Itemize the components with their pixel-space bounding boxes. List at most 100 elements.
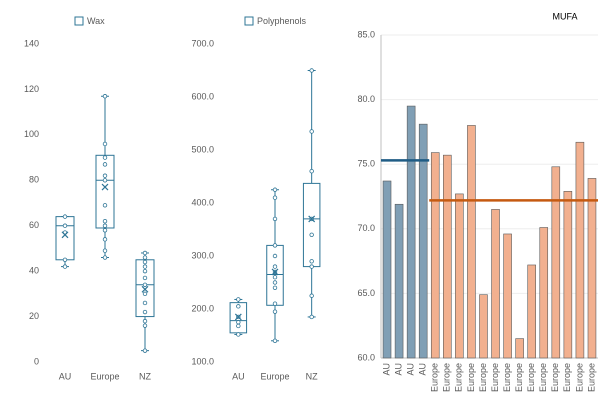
point [142, 318, 148, 324]
point [142, 309, 148, 315]
point [309, 129, 314, 134]
point [236, 320, 241, 325]
point [272, 275, 278, 280]
y-tick-label: 400.0 [191, 197, 214, 207]
x-tick-label: Europe [502, 363, 512, 392]
mean-marker [308, 215, 316, 223]
x-tick-label: Europe [90, 371, 119, 381]
legend-label: Polyphenols [257, 16, 307, 26]
point [272, 280, 278, 285]
x-tick-label: Europe [430, 363, 440, 392]
x-tick-label: AU [59, 371, 72, 381]
y-tick-label: 600.0 [191, 91, 214, 101]
mean-marker [101, 183, 109, 191]
x-tick-label: Europe [538, 363, 548, 392]
point [102, 228, 108, 233]
y-tick-label: 80.0 [357, 94, 375, 104]
x-tick-label: Europe [442, 363, 452, 392]
bar [491, 209, 500, 359]
bar [575, 141, 585, 359]
point [309, 68, 314, 73]
point [102, 162, 108, 167]
legend-swatch [74, 16, 84, 26]
bar [479, 294, 488, 359]
x-tick-label: Europe [526, 363, 536, 392]
y-tick-label: 300.0 [191, 250, 214, 260]
x-tick-label: Europe [586, 363, 596, 392]
x-tick-label: NZ [139, 371, 151, 381]
x-tick-label: AU [418, 363, 428, 376]
x-tick-label: Europe [574, 363, 584, 392]
y-tick-label: 20 [29, 311, 39, 321]
bar [587, 178, 597, 359]
point [236, 332, 241, 337]
point [102, 155, 108, 160]
point [102, 223, 108, 228]
bar [527, 264, 536, 359]
bar [563, 191, 573, 359]
point [309, 168, 314, 174]
point [309, 259, 314, 264]
x-tick-label: Europe [490, 363, 500, 392]
y-tick-label: 140 [24, 38, 39, 48]
y-tick-label: 65.0 [357, 288, 375, 298]
point [272, 301, 278, 306]
bar [443, 154, 452, 359]
x-tick-label: Europe [466, 363, 476, 392]
bar [515, 338, 524, 359]
x-tick-label: AU [406, 363, 416, 376]
x-tick-label: AU [393, 363, 403, 376]
point [272, 253, 278, 259]
point [102, 94, 108, 99]
point [272, 285, 278, 290]
bar [455, 193, 464, 359]
point [142, 291, 148, 297]
y-tick-label: 120 [24, 84, 39, 94]
point [142, 264, 148, 269]
point [142, 259, 148, 265]
point [272, 309, 278, 314]
box [55, 216, 75, 261]
bar [382, 180, 392, 359]
x-tick-label: Europe [260, 371, 289, 381]
mean-marker [61, 231, 69, 239]
point [102, 141, 108, 147]
point [142, 250, 148, 256]
point [142, 282, 148, 287]
point [142, 348, 148, 353]
point [62, 257, 68, 262]
x-tick-label: Europe [550, 363, 560, 392]
point [102, 248, 108, 253]
point [102, 173, 108, 178]
bar [539, 227, 549, 359]
box [302, 182, 321, 268]
point [102, 218, 108, 224]
x-tick-label: Europe [478, 363, 488, 392]
x-tick-label: AU [232, 371, 245, 381]
x-tick-label: Europe [454, 363, 464, 392]
bar [418, 123, 428, 359]
point [102, 203, 108, 208]
legend-label: Wax [87, 16, 105, 26]
point [142, 275, 148, 281]
y-tick-label: 40 [29, 266, 39, 276]
legend-swatch [244, 16, 254, 26]
mean-marker [141, 285, 149, 293]
point [102, 178, 108, 183]
point [236, 323, 241, 329]
bar [430, 152, 440, 359]
y-tick-label: 0 [34, 356, 39, 366]
y-tick-label: 75.0 [357, 159, 375, 169]
chart-title: MUFA [552, 11, 577, 21]
y-tick-label: 200.0 [191, 303, 214, 313]
point [309, 232, 314, 237]
point [272, 195, 278, 200]
point [102, 255, 108, 260]
box [135, 259, 155, 318]
box [95, 154, 115, 229]
mean-marker [271, 268, 279, 276]
point [236, 297, 241, 302]
y-tick-label: 100.0 [191, 356, 214, 366]
point [272, 216, 278, 222]
